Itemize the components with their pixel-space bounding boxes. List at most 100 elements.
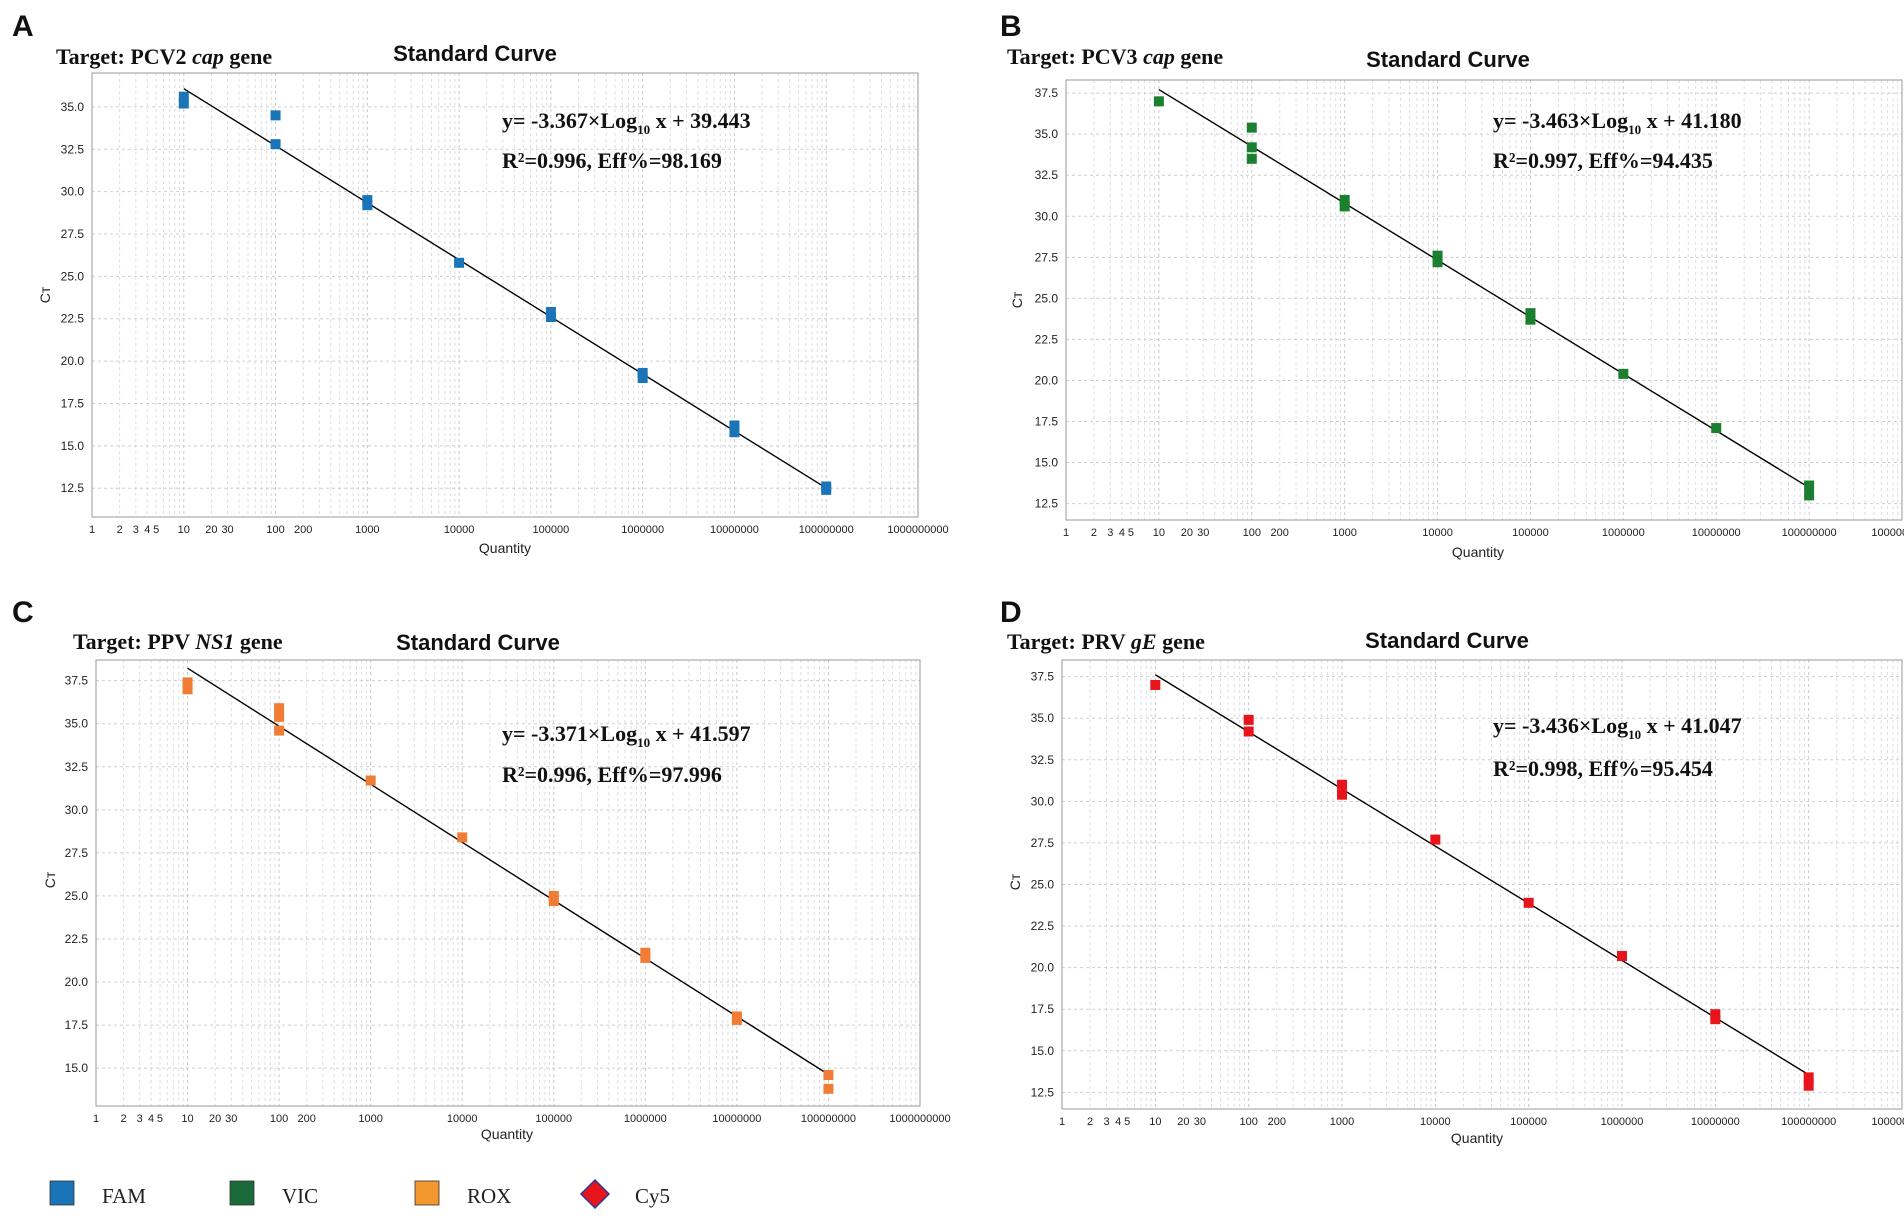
- data-point: [1246, 122, 1257, 133]
- x-tick-label: 10000000: [710, 524, 759, 536]
- data-point: [1337, 789, 1347, 800]
- equation-prefix: y= -3.436×Log: [1493, 713, 1628, 738]
- plot-frame: [1065, 79, 1903, 521]
- regression-line: [1158, 88, 1810, 489]
- x-axis-label: Quantity: [479, 540, 531, 556]
- x-tick-label: 2: [117, 524, 123, 536]
- regression-equation: y= -3.463×Log10 x + 41.180: [1493, 108, 1742, 137]
- data-point: [1804, 480, 1815, 491]
- data-point: [1246, 153, 1257, 164]
- target-suffix: gene: [224, 44, 273, 69]
- x-tick-label: 10: [1149, 1116, 1161, 1128]
- y-tick-label: 25.0: [1031, 878, 1055, 892]
- y-tick-label: 30.0: [1031, 794, 1055, 808]
- y-tick-label: 30.0: [1035, 209, 1059, 223]
- y-tick-label: 22.5: [61, 312, 85, 326]
- x-tick-label: 1000000: [624, 1113, 667, 1125]
- data-point: [1243, 726, 1254, 737]
- x-tick-label: 100: [1243, 527, 1261, 539]
- regression-equation: y= -3.371×Log10 x + 41.597: [502, 721, 751, 750]
- x-tick-label: 2: [120, 1113, 126, 1125]
- panel-letter: A: [12, 10, 34, 43]
- y-tick-label: 20.0: [1031, 961, 1055, 975]
- target-label: Target: PPV NS1 gene: [73, 629, 283, 654]
- equation-suffix: x + 39.443: [650, 108, 751, 133]
- grid: [95, 660, 920, 1106]
- x-tick-label: 1000: [1332, 527, 1356, 539]
- data-point: [545, 306, 556, 317]
- data-point: [1243, 714, 1254, 725]
- legend-label: VIC: [282, 1184, 318, 1208]
- equation-suffix: x + 41.047: [1641, 713, 1742, 738]
- target-prefix: Target: PRV: [1007, 629, 1131, 654]
- x-tick-label: 100: [1239, 1116, 1257, 1128]
- x-tick-label: 10: [181, 1113, 193, 1125]
- data-point: [1339, 194, 1350, 205]
- panel-letter: D: [1000, 596, 1022, 629]
- y-axis-label: Cᴛ: [1007, 873, 1023, 890]
- data-point: [178, 91, 189, 102]
- y-tick-label: 27.5: [1031, 836, 1055, 850]
- y-tick-label: 27.5: [61, 227, 85, 241]
- data-point: [1525, 314, 1536, 325]
- y-tick-label: 15.0: [1035, 456, 1059, 470]
- target-suffix: gene: [234, 629, 283, 654]
- regression-equation: y= -3.436×Log10 x + 41.047: [1493, 713, 1742, 742]
- data-point: [1803, 1080, 1814, 1091]
- equation-suffix: x + 41.180: [1641, 108, 1742, 133]
- data-point: [637, 367, 648, 378]
- x-tick-label: 100: [266, 524, 284, 536]
- data-point: [1432, 257, 1443, 268]
- x-tick-label: 30: [221, 524, 233, 536]
- x-tick-label: 1000000: [621, 524, 664, 536]
- x-tick-label: 1000000: [1602, 527, 1645, 539]
- equation-prefix: y= -3.371×Log: [502, 721, 637, 746]
- y-tick-label: 35.0: [61, 100, 85, 114]
- x-tick-label: 200: [1268, 1116, 1286, 1128]
- x-tick-label: 200: [297, 1113, 315, 1125]
- y-tick-label: 37.5: [1031, 670, 1055, 684]
- x-axis-label: Quantity: [1452, 544, 1504, 560]
- data-point: [823, 1070, 834, 1081]
- plot-frame: [91, 72, 919, 518]
- data-point: [1710, 1014, 1721, 1025]
- legend-marker-square: [49, 1180, 75, 1206]
- chart-title: Standard Curve: [396, 630, 560, 655]
- y-tick-label: 12.5: [61, 481, 85, 495]
- regression-line: [187, 667, 829, 1076]
- y-tick-label: 32.5: [61, 142, 85, 156]
- r-squared-efficiency: R²=0.996, Eff%=97.996: [502, 762, 722, 787]
- panel-letter: C: [12, 596, 34, 629]
- plot-area: [96, 660, 920, 1106]
- legend-label: FAM: [102, 1184, 146, 1208]
- regression-equation: y= -3.367×Log10 x + 39.443: [502, 108, 751, 137]
- chart-panel-b: 12.5 15.0 17.5 20.0 22.5 25.0 27.5 30.0 32.5 35.0…: [1000, 10, 1904, 560]
- x-tick-label: 10000: [444, 524, 475, 536]
- data-point: [640, 952, 651, 963]
- grid: [91, 73, 918, 517]
- x-tick-label: 5: [157, 1113, 163, 1125]
- x-tick-label: 4: [144, 524, 150, 536]
- target-gene: cap: [1143, 44, 1175, 69]
- x-axis-label: Quantity: [1451, 1130, 1503, 1146]
- y-tick-label: 32.5: [1035, 168, 1059, 182]
- equation-prefix: y= -3.463×Log: [1493, 108, 1628, 133]
- data-point: [182, 684, 193, 695]
- x-tick-label: 1000: [358, 1113, 382, 1125]
- x-tick-label: 30: [1194, 1116, 1206, 1128]
- data-point: [454, 257, 465, 268]
- x-tick-label: 1000: [1330, 1116, 1354, 1128]
- target-label: Target: PRV gE gene: [1007, 629, 1205, 654]
- data-point: [1337, 779, 1347, 790]
- y-tick-label: 35.0: [65, 717, 89, 731]
- x-tick-label: 100000: [1510, 1116, 1547, 1128]
- equation-subscript: 10: [1628, 122, 1641, 137]
- data-point: [1432, 250, 1443, 261]
- x-tick-label: 100000000: [801, 1113, 856, 1125]
- x-tick-label: 10000: [447, 1113, 478, 1125]
- y-tick-label: 17.5: [1035, 414, 1059, 428]
- data-point: [729, 420, 740, 431]
- legend-marker-square: [229, 1180, 255, 1206]
- x-tick-label: 1: [1059, 1116, 1065, 1128]
- y-tick-label: 17.5: [61, 396, 85, 410]
